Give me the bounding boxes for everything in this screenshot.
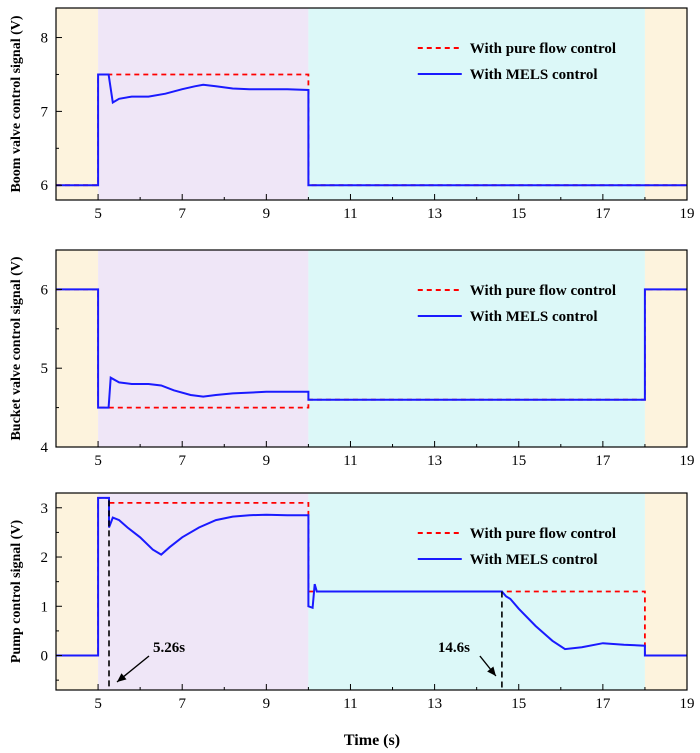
plot-frame [55, 249, 688, 448]
legend-label-pure-flow: With pure flow control [470, 41, 616, 57]
y-tick-label: 2 [41, 550, 49, 566]
x-tick-label: 19 [680, 453, 695, 469]
y-tick-label: 6 [41, 178, 49, 194]
y-tick-label: 5 [41, 361, 49, 377]
x-tick-label: 15 [511, 206, 526, 222]
annotation-label: 5.26s [153, 640, 185, 656]
y-tick-label: 6 [41, 282, 49, 298]
y-axis-label: Pump control signal (V) [9, 520, 24, 664]
phase-band [98, 250, 309, 447]
phase-band [56, 8, 99, 200]
x-tick-label: 5 [94, 453, 102, 469]
x-tick-label: 17 [595, 453, 611, 469]
annotation-arrowhead [487, 666, 496, 676]
phase-band [644, 8, 687, 200]
x-tick-label: 17 [595, 696, 611, 712]
x-tick-label: 5 [94, 206, 102, 222]
x-tick-label: 7 [178, 206, 186, 222]
x-tick-label: 19 [680, 696, 695, 712]
phase-band [56, 493, 99, 690]
phase-band [56, 250, 99, 447]
series-line-mels [56, 496, 687, 657]
phase-band [308, 250, 645, 447]
x-tick-label: 11 [343, 696, 357, 712]
boom-valve-panel: 5 7 9 11 13 15 17 19 6 7 8 Boom valve control signa… [9, 7, 695, 222]
x-tick-label: 9 [263, 206, 271, 222]
phase-band [98, 8, 309, 200]
y-tick-label: 3 [41, 501, 49, 517]
x-tick-label: 5 [94, 696, 102, 712]
x-tick-label: 13 [427, 206, 442, 222]
x-tick-label: 13 [427, 696, 442, 712]
annotation-label: 14.6s [438, 640, 470, 656]
x-tick-label: 9 [263, 696, 271, 712]
y-tick-label: 4 [41, 440, 49, 456]
x-tick-label: 7 [178, 453, 186, 469]
x-tick-label: 13 [427, 453, 442, 469]
phase-band [644, 250, 687, 447]
plot-frame [55, 7, 688, 201]
legend-label-mels: With MELS control [470, 309, 598, 325]
phase-band [98, 493, 309, 690]
legend-label-mels: With MELS control [470, 67, 598, 83]
x-tick-label: 17 [595, 206, 611, 222]
legend-label-mels: With MELS control [470, 552, 598, 568]
bucket-valve-panel: 5 7 9 11 13 15 17 19 4 5 6 Bucket valve control sig… [9, 249, 695, 469]
y-tick-label: 8 [41, 31, 49, 47]
series-line-mels [56, 73, 687, 187]
phase-band [644, 493, 687, 690]
x-tick-label: 9 [263, 453, 271, 469]
x-tick-label: 19 [680, 206, 695, 222]
legend-label-pure-flow: With pure flow control [470, 283, 616, 299]
y-tick-label: 0 [41, 649, 49, 665]
pump-panel: 5.26s 14.6s 5 7 9 11 13 15 17 19 0 1 2 3 Pump control … [9, 492, 695, 712]
legend-label-pure-flow: With pure flow control [470, 526, 616, 542]
x-tick-label: 7 [178, 696, 186, 712]
y-tick-label: 7 [41, 104, 49, 120]
y-axis-label: Bucket valve control signal (V) [9, 256, 24, 440]
series-line-mels [56, 288, 687, 409]
annotation-arrowhead [117, 673, 127, 682]
x-tick-label: 11 [343, 206, 357, 222]
y-axis-label: Boom valve control signal (V) [9, 15, 24, 192]
x-tick-label: 11 [343, 453, 357, 469]
x-tick-label: 15 [511, 696, 526, 712]
x-tick-label: 15 [511, 453, 526, 469]
plot-frame [55, 492, 688, 691]
y-tick-label: 1 [41, 599, 49, 615]
x-axis-label: Time (s) [344, 732, 400, 749]
phase-band [308, 8, 645, 200]
